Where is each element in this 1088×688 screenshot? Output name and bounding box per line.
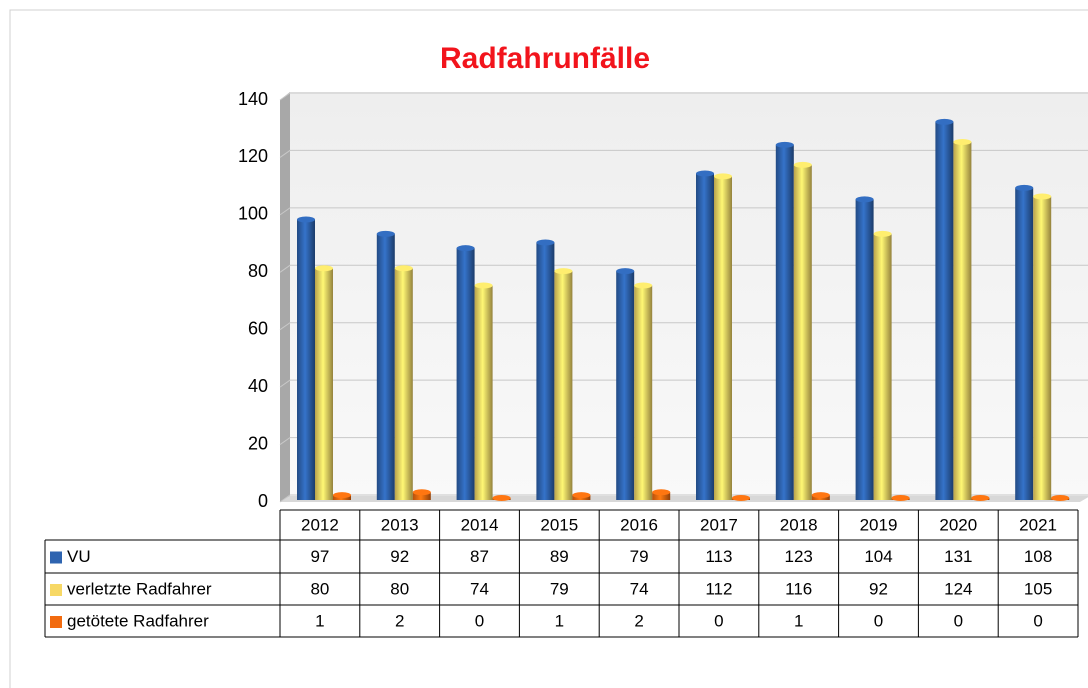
legend-swatch (50, 584, 62, 596)
table-value: 123 (785, 547, 813, 566)
table-value: 0 (475, 611, 484, 630)
table-value: 89 (550, 547, 569, 566)
y-tick-label: 140 (238, 89, 268, 109)
grid-line (279, 92, 1088, 101)
x-tick-label: 2016 (620, 515, 658, 534)
bar (554, 268, 573, 500)
x-tick-label: 2021 (1019, 515, 1057, 534)
bar (572, 492, 591, 500)
bar (474, 282, 493, 500)
legend-label: verletzte Radfahrer (67, 579, 212, 598)
table-value: 0 (874, 611, 883, 630)
grid-line (279, 149, 1088, 158)
grid-line (279, 264, 1088, 273)
table-value: 124 (944, 579, 972, 598)
table-value: 80 (390, 579, 409, 598)
table-value: 112 (705, 579, 732, 598)
bar (616, 268, 635, 500)
grid-line (279, 322, 1088, 331)
table-value: 80 (310, 579, 329, 598)
x-tick-label: 2020 (939, 515, 977, 534)
legend-swatch (50, 551, 62, 564)
legend-swatch (50, 616, 62, 628)
bar (935, 118, 954, 500)
bar (811, 492, 830, 500)
table-value: 79 (630, 547, 649, 566)
bar (394, 265, 413, 500)
table-value: 2 (634, 611, 643, 630)
table-value: 97 (310, 547, 329, 566)
y-tick-label: 100 (238, 204, 268, 224)
bar (297, 216, 315, 500)
y-tick-label: 0 (258, 491, 268, 511)
table-value: 0 (954, 611, 963, 630)
side-wall (280, 92, 290, 502)
table-value: 1 (315, 611, 324, 630)
table-value: 0 (1033, 611, 1042, 630)
grid-line (279, 379, 1088, 388)
grid-line (279, 437, 1088, 445)
bar (1033, 193, 1052, 500)
x-tick-label: 2014 (461, 515, 499, 534)
table-value: 0 (714, 611, 723, 630)
x-tick-label: 2017 (700, 515, 738, 534)
bar (412, 489, 431, 500)
bar (732, 495, 750, 501)
y-tick-label: 60 (248, 318, 268, 338)
bar (891, 495, 910, 501)
x-tick-label: 2019 (860, 515, 898, 534)
bar (1015, 184, 1034, 500)
table-value: 116 (785, 579, 812, 598)
table-value: 74 (630, 579, 649, 598)
bar (775, 141, 794, 501)
bar (793, 161, 812, 500)
table-value: 87 (470, 547, 489, 566)
table-value: 2 (395, 611, 404, 630)
table-value: 79 (550, 579, 569, 598)
table-value: 113 (705, 547, 732, 566)
table-value: 92 (869, 579, 888, 598)
table-value: 92 (390, 547, 409, 566)
bar (536, 239, 555, 500)
x-tick-label: 2018 (780, 515, 818, 534)
bar (456, 245, 475, 500)
table-value: 108 (1024, 547, 1052, 566)
table-value: 104 (864, 547, 892, 566)
bar (652, 489, 671, 500)
y-tick-label: 40 (248, 376, 268, 396)
bar (333, 492, 351, 500)
bar (696, 170, 714, 500)
bar (1051, 495, 1070, 501)
chart-title: Radfahrunfälle (440, 42, 650, 75)
bar (873, 230, 892, 501)
bar (492, 495, 511, 501)
legend-label: getötete Radfahrer (67, 611, 209, 630)
bar (855, 196, 874, 500)
y-tick-label: 20 (248, 433, 268, 453)
bar (714, 173, 732, 500)
table-value: 105 (1024, 579, 1052, 598)
x-tick-label: 2015 (540, 515, 578, 534)
bar (315, 265, 333, 500)
table-value: 74 (470, 579, 489, 598)
y-tick-label: 120 (238, 146, 268, 166)
table-value: 1 (555, 611, 564, 630)
legend-label: VU (67, 547, 91, 566)
grid-line (279, 207, 1088, 216)
bar (376, 230, 395, 501)
bar (953, 138, 972, 500)
x-tick-label: 2012 (301, 515, 339, 534)
bar (971, 495, 990, 501)
bar (634, 282, 653, 500)
table-value: 131 (944, 547, 972, 566)
x-tick-label: 2013 (381, 515, 419, 534)
y-tick-label: 80 (248, 261, 268, 281)
table-value: 1 (794, 611, 803, 630)
